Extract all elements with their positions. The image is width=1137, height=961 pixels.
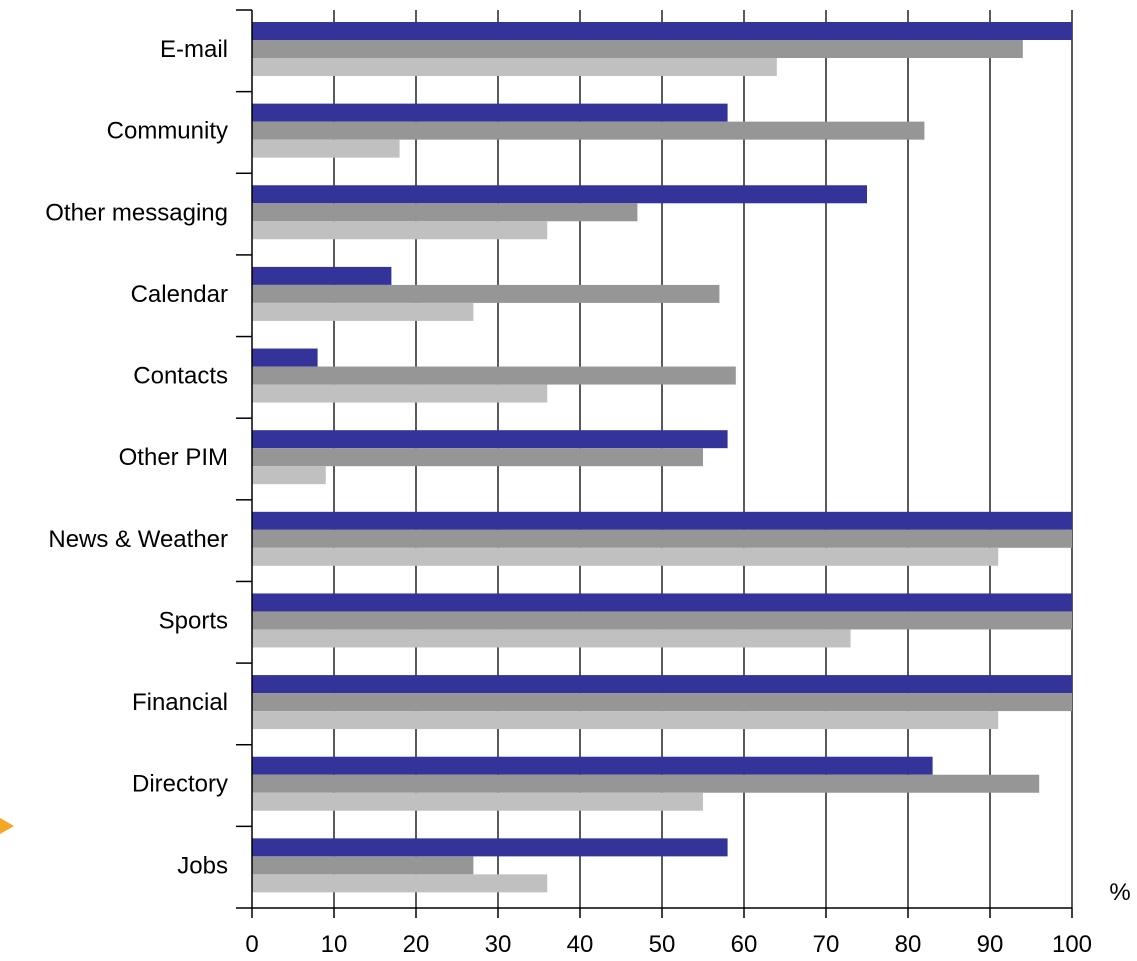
orange-arrow-marker bbox=[0, 818, 14, 834]
axes bbox=[236, 9, 1073, 918]
bar-calendar-series-3 bbox=[252, 302, 474, 321]
bar-jobs-series-3 bbox=[252, 874, 548, 893]
category-label: E-mail bbox=[160, 36, 228, 63]
bar-e-mail-series-1 bbox=[252, 22, 1072, 40]
axis-unit-label: % bbox=[1109, 879, 1130, 906]
tick-labels: 0 10 20 30 40 50 60 70 80 90 100 bbox=[245, 931, 1092, 958]
category-label: Other messaging bbox=[45, 199, 228, 226]
x-tick-label: 90 bbox=[977, 931, 1004, 958]
bar-news-weather-series-2 bbox=[252, 529, 1072, 548]
bar-news-weather-series-3 bbox=[252, 547, 999, 566]
category-label: Financial bbox=[132, 689, 228, 716]
bar-contacts-series-1 bbox=[252, 348, 318, 367]
bar-directory-series-2 bbox=[252, 774, 1040, 793]
bar-other-pim-series-2 bbox=[252, 448, 703, 467]
bar-other-messaging-series-3 bbox=[252, 221, 548, 240]
bar-financial-series-3 bbox=[252, 711, 999, 730]
x-tick-label: 40 bbox=[567, 931, 594, 958]
category-label: Calendar bbox=[131, 281, 228, 308]
x-tick-label: 70 bbox=[813, 931, 840, 958]
category-label: Jobs bbox=[177, 852, 228, 879]
bar-directory-series-3 bbox=[252, 792, 703, 811]
x-tick-label: 30 bbox=[485, 931, 512, 958]
bar-sports-series-2 bbox=[252, 611, 1072, 630]
bar-calendar-series-2 bbox=[252, 284, 720, 303]
bar-other-pim-series-1 bbox=[252, 430, 728, 449]
bar-financial-series-1 bbox=[252, 675, 1072, 694]
bar-other-messaging-series-2 bbox=[252, 203, 638, 222]
bar-news-weather-series-1 bbox=[252, 511, 1072, 530]
bar-jobs-series-2 bbox=[252, 856, 474, 875]
category-labels: E-mail Community Other messaging Calendar Co… bbox=[45, 36, 228, 879]
bar-sports-series-1 bbox=[252, 593, 1072, 612]
bar-calendar-series-1 bbox=[252, 266, 392, 285]
bar-community-series-3 bbox=[252, 139, 400, 158]
bar-other-messaging-series-1 bbox=[252, 185, 867, 204]
category-label: Other PIM bbox=[119, 444, 228, 471]
category-label: Sports bbox=[159, 607, 228, 634]
bar-directory-series-1 bbox=[252, 756, 933, 775]
x-tick-label: 0 bbox=[245, 931, 258, 958]
x-tick-label: 80 bbox=[895, 931, 922, 958]
x-tick-label: 50 bbox=[649, 931, 676, 958]
bar-contacts-series-3 bbox=[252, 384, 548, 403]
bar-financial-series-2 bbox=[252, 693, 1072, 712]
x-tick-label: 10 bbox=[321, 931, 348, 958]
x-tick-label: 100 bbox=[1052, 931, 1092, 958]
bar-community-series-1 bbox=[252, 103, 728, 122]
bar-other-pim-series-3 bbox=[252, 466, 326, 485]
category-label: Contacts bbox=[133, 363, 228, 390]
bar-sports-series-3 bbox=[252, 629, 851, 648]
bar-contacts-series-2 bbox=[252, 366, 736, 385]
bars bbox=[252, 22, 1072, 893]
bar-e-mail-series-2 bbox=[252, 40, 1023, 58]
bar-community-series-2 bbox=[252, 121, 925, 140]
bar-jobs-series-1 bbox=[252, 838, 728, 857]
category-label: Directory bbox=[132, 771, 228, 798]
x-tick-label: 60 bbox=[731, 931, 758, 958]
category-label: Community bbox=[107, 118, 228, 145]
category-label: News & Weather bbox=[48, 526, 228, 553]
x-tick-label: 20 bbox=[403, 931, 430, 958]
bar-e-mail-series-3 bbox=[252, 58, 777, 76]
